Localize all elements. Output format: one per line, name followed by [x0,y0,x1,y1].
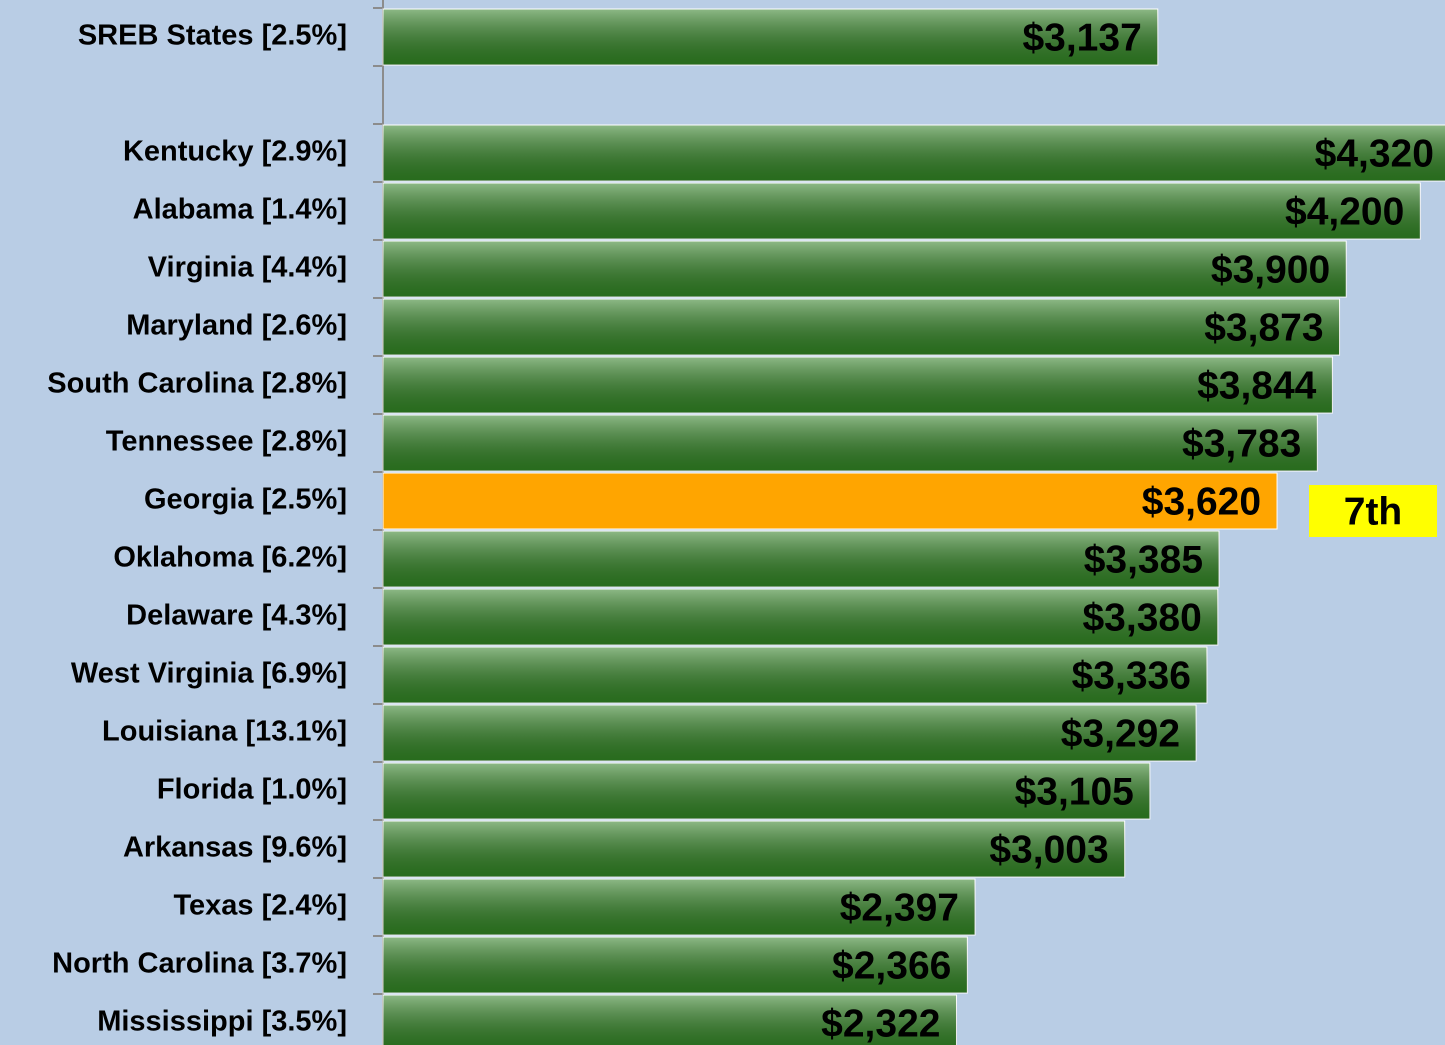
bar-sheen [383,299,1340,355]
value-label: $3,003 [989,828,1108,871]
category-label: Mississippi [3.5%] [97,1006,347,1038]
category-label: South Carolina [2.8%] [47,368,347,400]
value-label: $3,783 [1182,422,1301,465]
bar-sheen [383,183,1421,239]
bar-sheen [383,9,1158,65]
value-label: $4,320 [1315,132,1434,175]
value-label: $3,336 [1072,654,1191,697]
bar [382,472,1278,530]
value-label: $3,620 [1142,480,1261,523]
bar-sheen [383,125,1445,181]
annotation-box [1309,485,1437,537]
category-label: Tennessee [2.8%] [106,426,347,458]
bar-sheen [383,821,1125,877]
value-label: $3,385 [1084,538,1203,581]
bar-sheen [383,705,1197,761]
bar-sheen [383,415,1318,471]
category-label: North Carolina [3.7%] [52,948,347,980]
bar-sheen [383,995,957,1045]
bar-sheen [383,763,1150,819]
category-label: Arkansas [9.6%] [123,832,347,864]
value-label: $3,105 [1015,770,1134,813]
value-label: $3,292 [1061,712,1180,755]
category-label: Oklahoma [6.2%] [113,542,347,574]
category-label: Florida [1.0%] [157,774,347,806]
category-label: Georgia [2.5%] [144,484,347,516]
value-label: $3,873 [1204,306,1323,349]
category-label: Louisiana [13.1%] [102,716,347,748]
category-label: Virginia [4.4%] [148,252,347,284]
category-label: Kentucky [2.9%] [123,136,347,168]
value-label: $2,397 [840,886,959,929]
category-label: Delaware [4.3%] [126,600,347,632]
bar-sheen [383,879,976,935]
bar-sheen [383,531,1220,587]
bar-sheen [383,589,1218,645]
bar-sheen [383,647,1207,703]
value-label: $3,900 [1211,248,1330,291]
annotation-text: 7th [1344,490,1403,533]
value-label: $3,844 [1197,364,1317,407]
bar-sheen [383,241,1347,297]
value-label: $3,380 [1082,596,1201,639]
category-label: Texas [2.4%] [173,890,347,922]
value-label: $4,200 [1285,190,1404,233]
category-label: SREB States [2.5%] [78,20,347,52]
category-label: Alabama [1.4%] [133,194,347,226]
category-label: Maryland [2.6%] [126,310,347,342]
value-label: $3,137 [1022,16,1141,59]
bar-sheen [383,357,1333,413]
value-label: $2,322 [821,1002,940,1045]
bar-sheen [383,937,968,993]
category-label: West Virginia [6.9%] [71,658,347,690]
value-label: $2,366 [832,944,951,987]
